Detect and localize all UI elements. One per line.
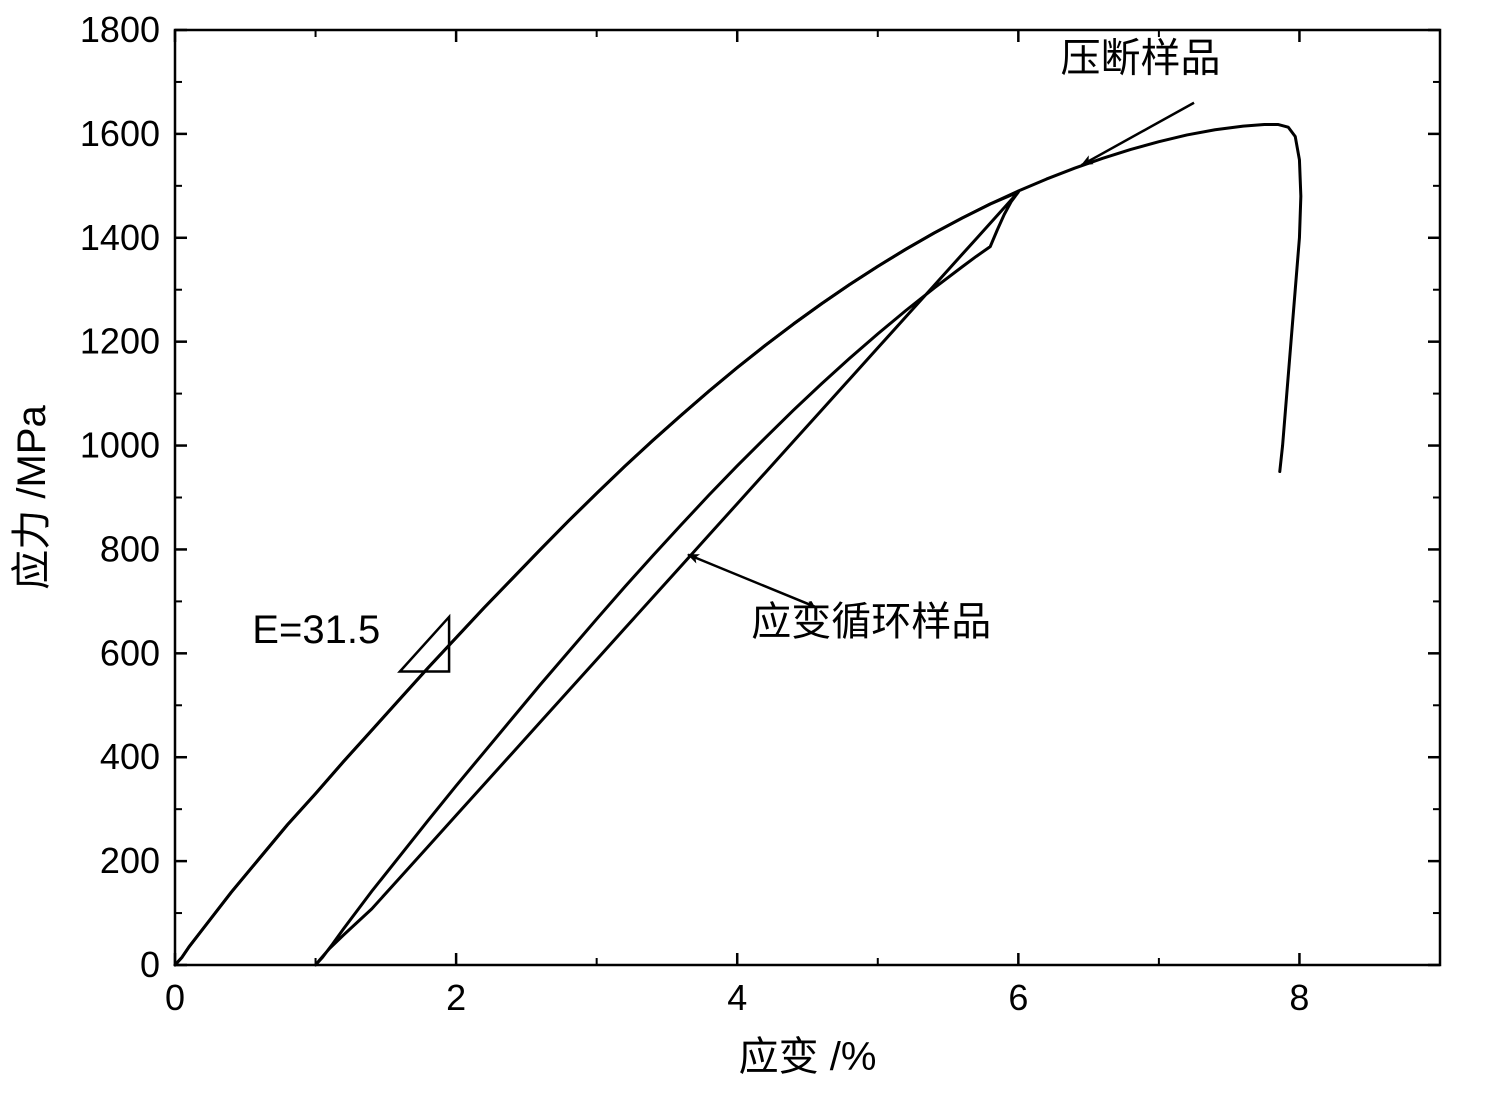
y-tick-label: 600 (100, 632, 160, 673)
x-tick-label: 6 (1008, 977, 1028, 1018)
y-tick-label: 1200 (80, 321, 160, 362)
x-tick-label: 8 (1289, 977, 1309, 1018)
y-tick-label: 1000 (80, 425, 160, 466)
annotation-arrow-fracture-label (1082, 103, 1194, 165)
x-tick-label: 0 (165, 977, 185, 1018)
series-strain_cycle_sample (175, 192, 1018, 965)
y-tick-label: 800 (100, 528, 160, 569)
annotation-cycle-label: 应变循环样品 (751, 600, 991, 644)
chart-svg: 0 2 4 6 8 应变 /% 0 200 400 600 800 1000 1200 1400 1600 1… (0, 0, 1486, 1115)
annotation-fracture-label: 压断样品 (1061, 37, 1221, 81)
x-tick-label: 4 (727, 977, 747, 1018)
y-tick-label: 200 (100, 840, 160, 881)
y-tick-label: 1400 (80, 217, 160, 258)
y-axis-label: 应力 /MPa (10, 405, 54, 590)
y-tick-label: 1800 (80, 9, 160, 50)
series-fracture_sample (175, 125, 1301, 965)
plot-border (175, 30, 1440, 965)
y-tick-label: 0 (140, 944, 160, 985)
stress-strain-chart: 0 2 4 6 8 应变 /% 0 200 400 600 800 1000 1200 1400 1600 1… (0, 0, 1486, 1115)
annotation-arrow-cycle-label (688, 555, 815, 607)
y-tick-label: 1600 (80, 113, 160, 154)
x-tick-label: 2 (446, 977, 466, 1018)
annotation-modulus-label: E=31.5 (252, 608, 380, 652)
x-axis-label: 应变 /% (739, 1035, 877, 1079)
modulus-triangle-icon (400, 617, 449, 672)
y-tick-label: 400 (100, 736, 160, 777)
